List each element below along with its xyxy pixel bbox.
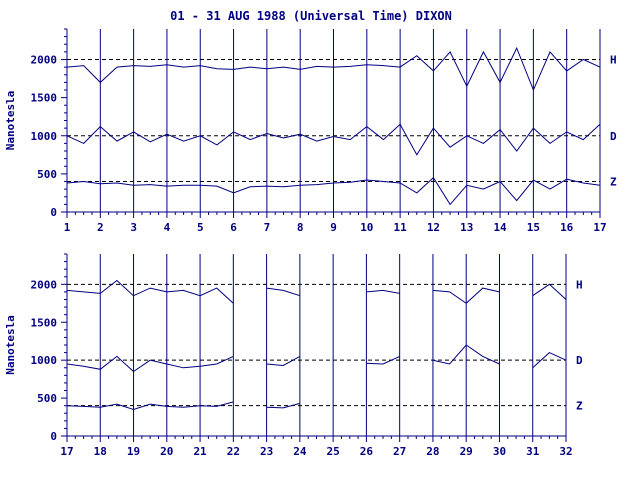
y-tick-label: 1000	[31, 354, 58, 367]
y-tick-label: 2000	[31, 54, 58, 67]
x-tick-label: 15	[527, 221, 540, 234]
x-tick-label: 21	[193, 445, 207, 458]
x-tick-label: 5	[197, 221, 204, 234]
x-tick-label: 26	[360, 445, 374, 458]
y-axis-label: Nanotesla	[4, 91, 17, 151]
x-tick-label: 3	[130, 221, 137, 234]
x-tick-label: 24	[293, 445, 307, 458]
y-tick-label: 0	[50, 206, 57, 219]
x-tick-label: 7	[264, 221, 271, 234]
x-tick-label: 19	[127, 445, 140, 458]
x-tick-label: 11	[394, 221, 408, 234]
y-tick-label: 2000	[31, 278, 58, 291]
series-label-D: D	[576, 354, 583, 367]
chart-title: 01 - 31 AUG 1988 (Universal Time) DIXON	[170, 9, 452, 23]
x-tick-label: 9	[330, 221, 337, 234]
panel-bottom: 0 500 1000 1500 2000 Nanotesla 17 18 19 20 21 22 23 2…	[4, 254, 583, 458]
y-tick-label: 500	[37, 168, 57, 181]
x-tick-label: 17	[60, 445, 73, 458]
series-label-H: H	[576, 278, 583, 291]
x-tick-label: 27	[393, 445, 406, 458]
x-tick-label: 4	[164, 221, 171, 234]
x-tick-label: 1	[64, 221, 71, 234]
series-H-line	[67, 281, 566, 304]
x-tick-label: 2	[97, 221, 104, 234]
series-label-H: H	[610, 54, 617, 67]
x-tick-label: 23	[260, 445, 273, 458]
x-tick-label: 12	[427, 221, 440, 234]
y-tick-label: 500	[37, 392, 57, 405]
x-tick-label: 8	[297, 221, 304, 234]
x-tick-label: 13	[460, 221, 473, 234]
x-tick-label: 32	[559, 445, 572, 458]
y-axis-label: Nanotesla	[4, 315, 17, 375]
x-tick-label: 18	[94, 445, 107, 458]
x-tick-label: 14	[493, 221, 507, 234]
y-tick-label: 1500	[31, 92, 58, 105]
x-tick-label: 31	[526, 445, 540, 458]
x-tick-label: 25	[327, 445, 340, 458]
x-tick-label: 29	[460, 445, 473, 458]
y-tick-label: 1000	[31, 130, 58, 143]
x-tick-label: 6	[230, 221, 237, 234]
series-label-Z: Z	[610, 176, 617, 189]
y-tick-label: 1500	[31, 316, 58, 329]
y-tick-label: 0	[50, 430, 57, 443]
x-tick-label: 20	[160, 445, 173, 458]
series-label-D: D	[610, 130, 617, 143]
x-tick-label: 22	[227, 445, 240, 458]
x-tick-label: 28	[426, 445, 439, 458]
series-D-line	[67, 345, 566, 372]
x-tick-label: 16	[560, 221, 574, 234]
x-tick-label: 17	[593, 221, 606, 234]
x-tick-label: 30	[493, 445, 506, 458]
series-label-Z: Z	[576, 400, 583, 413]
x-tick-label: 10	[360, 221, 373, 234]
